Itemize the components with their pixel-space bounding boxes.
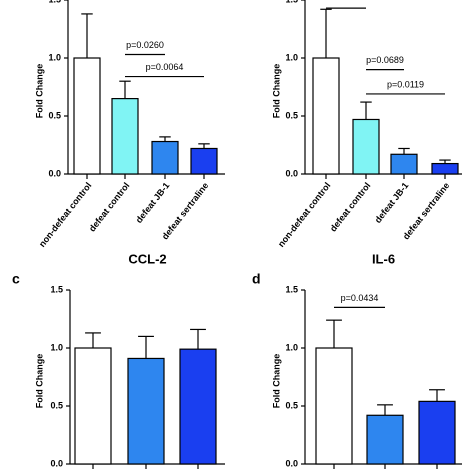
x-tick-label: defeat sertraline xyxy=(401,181,452,242)
y-tick-label: 1.5 xyxy=(285,284,298,294)
y-tick-label: 1.0 xyxy=(285,342,298,352)
p-value: p=0.0119 xyxy=(387,79,424,89)
x-tick-label: defeat JB-1 xyxy=(373,181,411,225)
y-tick-label: 1.0 xyxy=(48,52,61,62)
panel-letter: d xyxy=(252,271,261,287)
y-tick-label: 0.5 xyxy=(50,400,63,410)
y-tick-label: 0.0 xyxy=(285,168,298,178)
y-axis-label: Fold Change xyxy=(271,64,281,119)
bar xyxy=(151,140,179,175)
y-tick-label: 1.0 xyxy=(285,52,298,62)
panel-letter: c xyxy=(12,271,20,287)
y-tick-label: 0.0 xyxy=(50,458,63,468)
bar xyxy=(179,348,217,465)
x-tick-label: non-defeat control xyxy=(276,181,333,249)
p-value: p=0.0260 xyxy=(126,40,164,50)
y-tick-label: 1.0 xyxy=(50,342,63,352)
y-tick-label: 0.5 xyxy=(285,110,298,120)
p-value: p=0.0434 xyxy=(341,293,379,303)
bar xyxy=(390,153,418,175)
bar xyxy=(418,400,456,465)
y-axis-label: Fold Change xyxy=(34,64,44,119)
x-tick-label: defeat JB-1 xyxy=(134,181,172,225)
p-value: p=0.0689 xyxy=(366,55,404,65)
bar xyxy=(73,57,101,175)
y-tick-label: 0.0 xyxy=(285,458,298,468)
p-value: p=0.0064 xyxy=(146,62,184,72)
bar xyxy=(111,97,139,175)
bar xyxy=(431,162,459,175)
bar xyxy=(127,357,165,465)
x-tick-label: defeat control xyxy=(328,181,373,234)
bar xyxy=(190,147,218,175)
bar xyxy=(366,414,404,465)
x-tick-label: defeat control xyxy=(87,181,132,234)
bar xyxy=(315,347,353,465)
bar xyxy=(352,118,380,175)
y-tick-label: 1.5 xyxy=(285,0,298,4)
x-tick-label: non-defeat control xyxy=(37,181,94,249)
y-tick-label: 1.5 xyxy=(50,284,63,294)
bar xyxy=(312,57,340,175)
y-axis-label: Fold Change xyxy=(271,354,281,409)
y-tick-label: 0.0 xyxy=(48,168,61,178)
chart-title: IL-6 xyxy=(372,251,395,266)
y-tick-label: 0.5 xyxy=(48,110,61,120)
y-tick-label: 1.5 xyxy=(48,0,61,4)
y-tick-label: 0.5 xyxy=(285,400,298,410)
bar xyxy=(74,347,112,465)
chart-title: CCL-2 xyxy=(128,251,166,266)
y-axis-label: Fold Change xyxy=(34,354,44,409)
